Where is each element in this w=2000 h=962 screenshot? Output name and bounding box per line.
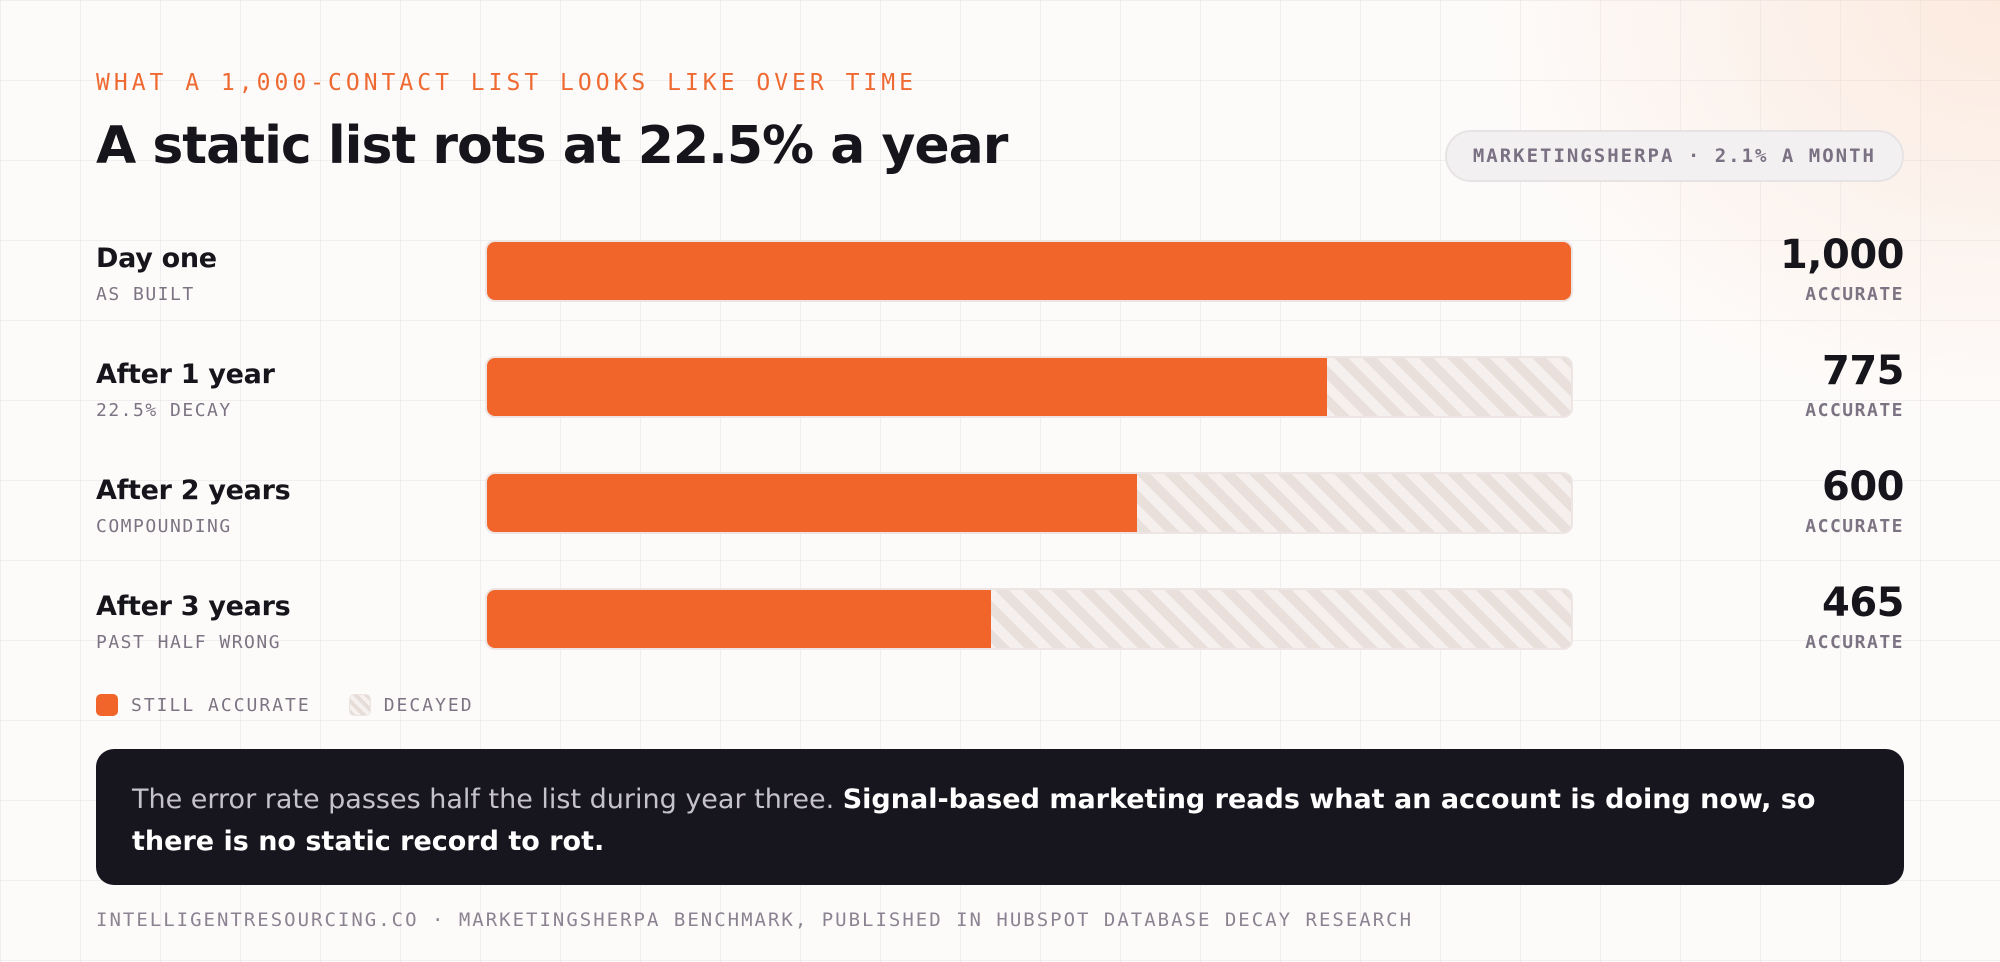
legend-label: DECAYED — [383, 694, 474, 716]
legend-swatch-decayed — [348, 694, 371, 716]
category-subtitle: COMPOUNDING — [96, 516, 232, 537]
callout-emphasis: Signal-based marketing reads what an acc… — [132, 784, 1816, 857]
category-subtitle: AS BUILT — [96, 284, 195, 305]
category-label: Day one — [96, 243, 217, 274]
value-block: 465 ACCURATE — [1805, 580, 1904, 653]
bar-accurate — [487, 242, 1571, 300]
legend-item-decayed: DECAYED — [348, 694, 474, 716]
row-label: After 3 years PAST HALF WRONG — [96, 591, 291, 653]
data-label-unit: ACCURATE — [1805, 632, 1904, 653]
value-block: 600 ACCURATE — [1805, 464, 1904, 537]
bar-accurate — [487, 590, 992, 648]
data-label-unit: ACCURATE — [1805, 284, 1904, 305]
value-block: 775 ACCURATE — [1805, 348, 1904, 421]
bar-track — [485, 356, 1573, 418]
decay-bar-chart: Day one AS BUILT 1,000 ACCURATE After 1 … — [96, 232, 1905, 660]
data-label: 1,000 — [1779, 232, 1905, 278]
category-label: After 2 years — [96, 475, 291, 506]
category-subtitle: 22.5% DECAY — [96, 400, 232, 421]
bar-track — [485, 240, 1573, 302]
legend-item-accurate: STILL ACCURATE — [96, 694, 311, 716]
data-label: 600 — [1822, 464, 1904, 510]
legend-label: STILL ACCURATE — [131, 694, 311, 716]
chart-title: A static list rots at 22.5% a year — [96, 116, 1008, 176]
source-badge: MARKETINGSHERPA · 2.1% A MONTH — [1444, 130, 1904, 182]
source-footer: INTELLIGENTRESOURCING.CO · MARKETINGSHER… — [96, 909, 1414, 931]
insight-callout: The error rate passes half the list duri… — [96, 749, 1904, 885]
data-label: 465 — [1822, 580, 1904, 626]
chart-legend: STILL ACCURATE DECAYED — [96, 694, 512, 716]
data-label-unit: ACCURATE — [1805, 516, 1904, 537]
legend-swatch-accurate — [96, 694, 118, 716]
category-label: After 1 year — [96, 359, 275, 390]
bar-track — [485, 588, 1573, 650]
row-label: Day one AS BUILT — [96, 243, 217, 305]
callout-text: The error rate passes half the list duri… — [132, 784, 843, 815]
data-label: 775 — [1822, 348, 1904, 394]
bar-accurate — [487, 358, 1328, 416]
row-label: After 2 years COMPOUNDING — [96, 475, 291, 537]
value-block: 1,000 ACCURATE — [1779, 232, 1905, 305]
category-label: After 3 years — [96, 591, 291, 622]
category-subtitle: PAST HALF WRONG — [96, 632, 282, 653]
chart-eyebrow: WHAT A 1,000-CONTACT LIST LOOKS LIKE OVE… — [96, 70, 917, 96]
row-label: After 1 year 22.5% DECAY — [96, 359, 275, 421]
bar-accurate — [487, 474, 1138, 532]
bar-track — [485, 472, 1573, 534]
data-label-unit: ACCURATE — [1805, 400, 1904, 421]
